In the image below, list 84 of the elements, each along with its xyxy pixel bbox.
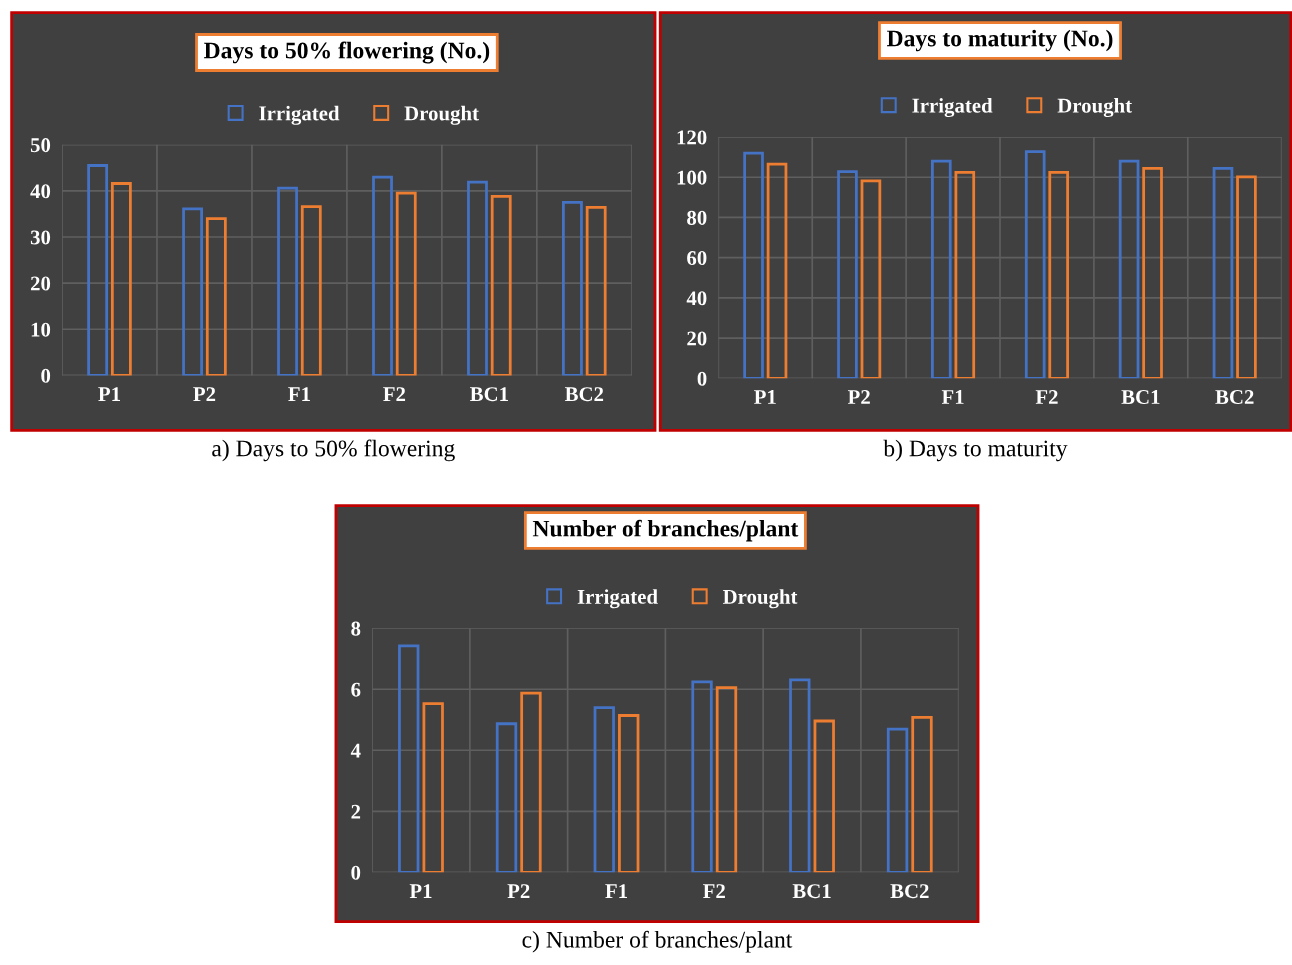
bar bbox=[1236, 175, 1257, 379]
y-tick-label: 40 bbox=[30, 184, 51, 199]
bar bbox=[1118, 159, 1140, 379]
bar bbox=[886, 727, 909, 873]
y-tick-label: 20 bbox=[687, 331, 707, 346]
y-tick-label: 0 bbox=[41, 368, 51, 383]
bar bbox=[398, 644, 420, 873]
x-tick-label: F1 bbox=[605, 884, 627, 898]
bar bbox=[205, 217, 227, 376]
bar bbox=[618, 714, 640, 873]
bar bbox=[182, 207, 203, 376]
text: b) Days to maturity bbox=[883, 439, 1068, 462]
bar bbox=[715, 686, 738, 873]
y-tick-label: 0 bbox=[351, 865, 361, 880]
bar bbox=[520, 691, 542, 873]
x-tick-label: BC1 bbox=[1121, 390, 1160, 405]
bar bbox=[743, 151, 764, 379]
x-tick-label: F2 bbox=[1035, 390, 1058, 404]
y-tick-label: 100 bbox=[677, 170, 707, 185]
text: c) Number of branches/plant bbox=[522, 930, 793, 953]
x-tick-label: F2 bbox=[383, 387, 406, 401]
y-tick-label: 30 bbox=[30, 230, 51, 245]
legend-label: Drought bbox=[1057, 98, 1133, 118]
x-tick-label: BC2 bbox=[564, 387, 604, 402]
y-tick-label: 0 bbox=[697, 371, 707, 386]
bar bbox=[813, 719, 835, 873]
x-tick-label: BC1 bbox=[470, 387, 508, 402]
bar bbox=[1142, 167, 1163, 379]
bar bbox=[837, 170, 858, 379]
bar bbox=[911, 715, 933, 873]
x-tick-label: F1 bbox=[941, 390, 964, 404]
x-tick-label: F2 bbox=[703, 884, 725, 898]
y-tick-label: 4 bbox=[350, 743, 361, 758]
x-tick-label: P2 bbox=[507, 884, 530, 898]
bar bbox=[490, 195, 512, 376]
bar bbox=[87, 164, 109, 376]
bar bbox=[954, 171, 976, 379]
bar bbox=[789, 678, 811, 873]
y-tick-label: 10 bbox=[31, 322, 51, 337]
legend-label: Drought bbox=[404, 105, 479, 125]
x-tick-label: BC1 bbox=[792, 884, 831, 899]
bar bbox=[593, 706, 615, 873]
bar bbox=[860, 179, 882, 379]
y-tick-label: 120 bbox=[677, 130, 707, 145]
bar bbox=[300, 205, 322, 376]
y-tick-label: 60 bbox=[687, 251, 707, 266]
x-tick-label: P1 bbox=[409, 884, 432, 898]
text: a) Days to 50% flowering bbox=[212, 439, 455, 462]
bar bbox=[766, 162, 788, 379]
bar bbox=[395, 191, 417, 376]
y-tick-label: 20 bbox=[30, 276, 51, 291]
legend-label: Irrigated bbox=[259, 105, 340, 125]
y-tick-label: 80 bbox=[687, 210, 707, 225]
bar bbox=[562, 201, 583, 376]
bar bbox=[931, 159, 952, 379]
legend-label: Irrigated bbox=[912, 98, 993, 118]
x-tick-label: F1 bbox=[288, 387, 310, 401]
chart-title: Days to 50% flowering (No.) bbox=[204, 41, 490, 64]
x-tick-label: P2 bbox=[847, 390, 870, 404]
bar bbox=[585, 206, 607, 376]
x-tick-label: P1 bbox=[754, 390, 776, 404]
y-tick-label: 8 bbox=[351, 621, 361, 636]
x-tick-label: BC2 bbox=[890, 884, 929, 899]
legend-label: Irrigated bbox=[577, 589, 658, 609]
y-tick-label: 40 bbox=[686, 291, 707, 306]
bar bbox=[277, 186, 298, 376]
y-tick-label: 2 bbox=[351, 804, 361, 819]
bar bbox=[1212, 167, 1234, 379]
y-tick-label: 6 bbox=[351, 682, 361, 697]
bar bbox=[691, 680, 713, 873]
bar bbox=[372, 175, 393, 376]
bar bbox=[110, 182, 132, 376]
x-tick-label: P1 bbox=[98, 387, 120, 401]
x-tick-label: BC2 bbox=[1215, 390, 1254, 405]
y-tick-label: 50 bbox=[30, 138, 51, 153]
bar bbox=[1048, 171, 1069, 379]
chart-title: Days to maturity (No.) bbox=[886, 29, 1113, 52]
legend-label: Drought bbox=[722, 589, 798, 609]
bar bbox=[422, 702, 444, 873]
bar bbox=[495, 722, 518, 873]
bar bbox=[467, 180, 488, 376]
bar bbox=[1024, 150, 1046, 379]
chart-title: Number of branches/plant bbox=[532, 519, 799, 542]
x-tick-label: P2 bbox=[193, 387, 216, 401]
